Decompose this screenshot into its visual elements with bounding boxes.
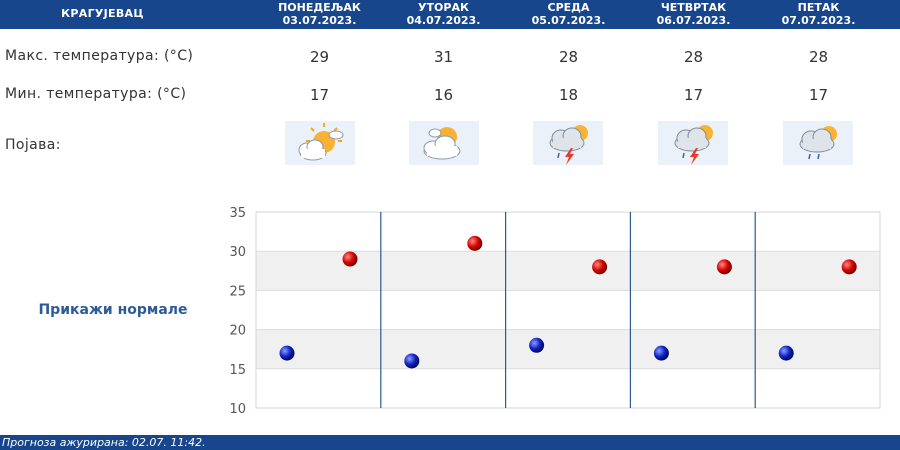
day-date: 07.07.2023. [781, 14, 856, 27]
max-temp-value: 28 [683, 48, 704, 66]
min-temp-point [404, 353, 420, 369]
forecast-updated-text: Прогноза ажурирана: 02.07. 11:42. [2, 436, 206, 449]
cloud-sun-icon [409, 121, 479, 165]
day-name: СРЕДА [547, 1, 590, 14]
day-header-4: ЧЕТВРТАК 06.07.2023. [631, 1, 756, 27]
y-tick-label: 35 [229, 206, 246, 221]
y-tick-label: 25 [229, 284, 246, 299]
max-temp-point [467, 235, 483, 251]
phenomenon-label: Појава: [5, 137, 61, 153]
day-name: ПЕТАК [797, 1, 840, 14]
min-temp-value: 17 [309, 86, 330, 104]
day-header-3: СРЕДА 05.07.2023. [506, 1, 631, 27]
day-name: УТОРАК [418, 1, 469, 14]
grid-band [256, 329, 880, 369]
min-temp-point [778, 345, 794, 361]
min-temp-value: 18 [558, 86, 579, 104]
rain-shower-icon [783, 121, 853, 165]
day-date: 05.07.2023. [531, 14, 606, 27]
min-temp-value: 17 [808, 86, 829, 104]
day-header-1: ПОНЕДЕЉАК 03.07.2023. [257, 1, 382, 27]
day-name: ЧЕТВРТАК [660, 1, 727, 14]
y-tick-label: 15 [229, 363, 246, 378]
max-temp-value: 28 [558, 48, 579, 66]
footer-bar: Прогноза ажурирана: 02.07. 11:42. [0, 435, 900, 450]
city-name: КРАГУЈЕВАЦ [61, 7, 144, 20]
max-temp-value: 29 [309, 48, 330, 66]
thunderstorm-icon [533, 121, 603, 165]
day-header-2: УТОРАК 04.07.2023. [381, 1, 506, 27]
thunderstorm-icon [658, 121, 728, 165]
day-name: ПОНЕДЕЉАК [278, 1, 361, 14]
max-temp-point [592, 259, 608, 275]
min-temp-value: 17 [683, 86, 704, 104]
grid-band [256, 251, 880, 291]
max-temp-label: Макс. температура: (°C) [5, 48, 194, 64]
plot-border [255, 211, 881, 409]
max-temp-value: 31 [433, 48, 454, 66]
day-date: 04.07.2023. [406, 14, 481, 27]
day-date: 03.07.2023. [282, 14, 357, 27]
max-temp-point [841, 259, 857, 275]
day-header-5: ПЕТАК 07.07.2023. [756, 1, 881, 27]
min-temp-point [653, 345, 669, 361]
max-temp-point [342, 251, 358, 267]
min-temp-point [279, 345, 295, 361]
day-date: 06.07.2023. [656, 14, 731, 27]
min-temp-label: Мин. температура: (°C) [5, 86, 187, 102]
max-temp-point [716, 259, 732, 275]
min-temp-point [529, 337, 545, 353]
max-temp-value: 28 [808, 48, 829, 66]
y-tick-label: 10 [229, 402, 246, 417]
min-temp-value: 16 [433, 86, 454, 104]
y-tick-label: 20 [229, 324, 246, 339]
forecast-header: КРАГУЈЕВАЦ ПОНЕДЕЉАК 03.07.2023. УТОРАК … [0, 0, 900, 29]
show-normals-link[interactable]: Прикажи нормале [38, 302, 188, 318]
y-tick-label: 30 [229, 245, 246, 260]
sun-cloud-icon [285, 121, 355, 165]
